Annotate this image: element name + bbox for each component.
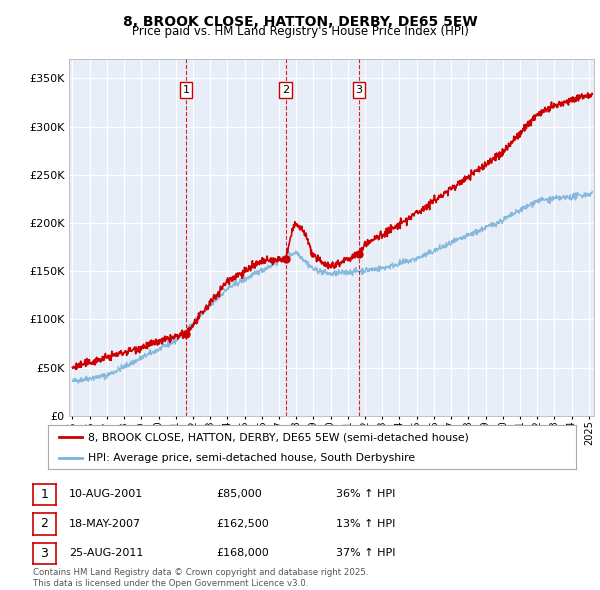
Text: 10-AUG-2001: 10-AUG-2001	[69, 490, 143, 499]
Text: 25-AUG-2011: 25-AUG-2011	[69, 549, 143, 558]
Text: HPI: Average price, semi-detached house, South Derbyshire: HPI: Average price, semi-detached house,…	[88, 453, 415, 463]
Text: 1: 1	[40, 488, 49, 501]
Text: 3: 3	[356, 85, 362, 95]
Text: Contains HM Land Registry data © Crown copyright and database right 2025.
This d: Contains HM Land Registry data © Crown c…	[33, 568, 368, 588]
Text: 13% ↑ HPI: 13% ↑ HPI	[336, 519, 395, 529]
Text: £85,000: £85,000	[216, 490, 262, 499]
Text: Price paid vs. HM Land Registry's House Price Index (HPI): Price paid vs. HM Land Registry's House …	[131, 25, 469, 38]
Text: 8, BROOK CLOSE, HATTON, DERBY, DE65 5EW (semi-detached house): 8, BROOK CLOSE, HATTON, DERBY, DE65 5EW …	[88, 432, 469, 442]
Text: 8, BROOK CLOSE, HATTON, DERBY, DE65 5EW: 8, BROOK CLOSE, HATTON, DERBY, DE65 5EW	[122, 15, 478, 29]
Text: £162,500: £162,500	[216, 519, 269, 529]
Text: 37% ↑ HPI: 37% ↑ HPI	[336, 549, 395, 558]
Text: 18-MAY-2007: 18-MAY-2007	[69, 519, 141, 529]
Text: 36% ↑ HPI: 36% ↑ HPI	[336, 490, 395, 499]
Text: 2: 2	[40, 517, 49, 530]
Text: £168,000: £168,000	[216, 549, 269, 558]
Text: 1: 1	[183, 85, 190, 95]
Text: 2: 2	[282, 85, 289, 95]
Text: 3: 3	[40, 547, 49, 560]
